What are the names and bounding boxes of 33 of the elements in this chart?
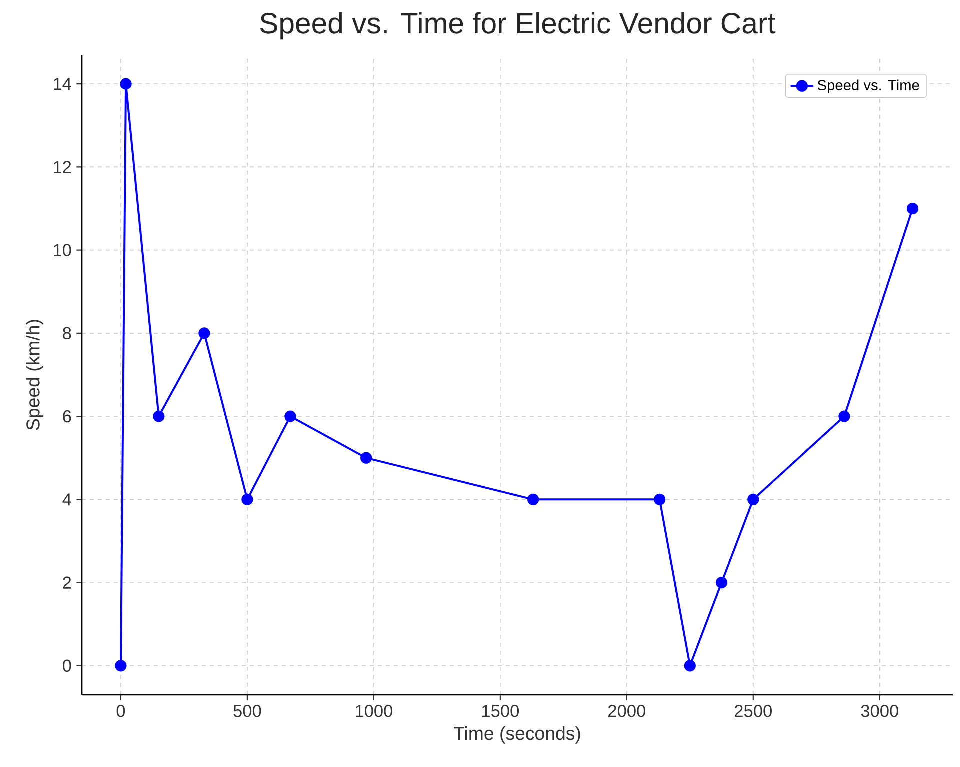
x-tick-label: 2500 — [735, 705, 772, 718]
y-tick-label: 2 — [63, 576, 72, 589]
y-tick-label: 8 — [63, 327, 72, 340]
point — [748, 494, 760, 506]
point — [242, 494, 254, 506]
y-tick-label: 10 — [54, 244, 72, 256]
point — [838, 410, 850, 422]
point — [906, 202, 919, 215]
y-tick-label: 12 — [54, 161, 72, 174]
legend-label: Speed vs. Time — [818, 80, 920, 94]
x-tick-label: 0 — [116, 705, 126, 718]
x-tick-label: 2000 — [608, 705, 646, 718]
x-axis-title: Time (seconds) — [454, 726, 580, 744]
point — [198, 328, 210, 340]
point — [115, 660, 127, 672]
x-tick-label: 1500 — [482, 705, 520, 718]
x-tick-label: 1000 — [356, 705, 393, 718]
y-tick-label: 4 — [62, 494, 72, 506]
y-axis-title: Speed (km/h) — [26, 320, 44, 430]
point — [528, 494, 540, 506]
chart-title: Speed vs. Time for Electric Vendor Cart — [260, 12, 776, 40]
x-tick-label: 3000 — [861, 705, 898, 718]
point — [684, 660, 696, 672]
point — [360, 452, 372, 464]
x-tick-label: 500 — [234, 705, 262, 718]
point — [716, 576, 728, 589]
point — [654, 494, 666, 506]
point — [120, 78, 132, 90]
point — [284, 410, 296, 422]
point — [153, 410, 165, 422]
y-tick-label: 6 — [63, 410, 72, 423]
y-tick-label: 14 — [54, 78, 72, 90]
y-tick-label: 0 — [62, 660, 72, 672]
